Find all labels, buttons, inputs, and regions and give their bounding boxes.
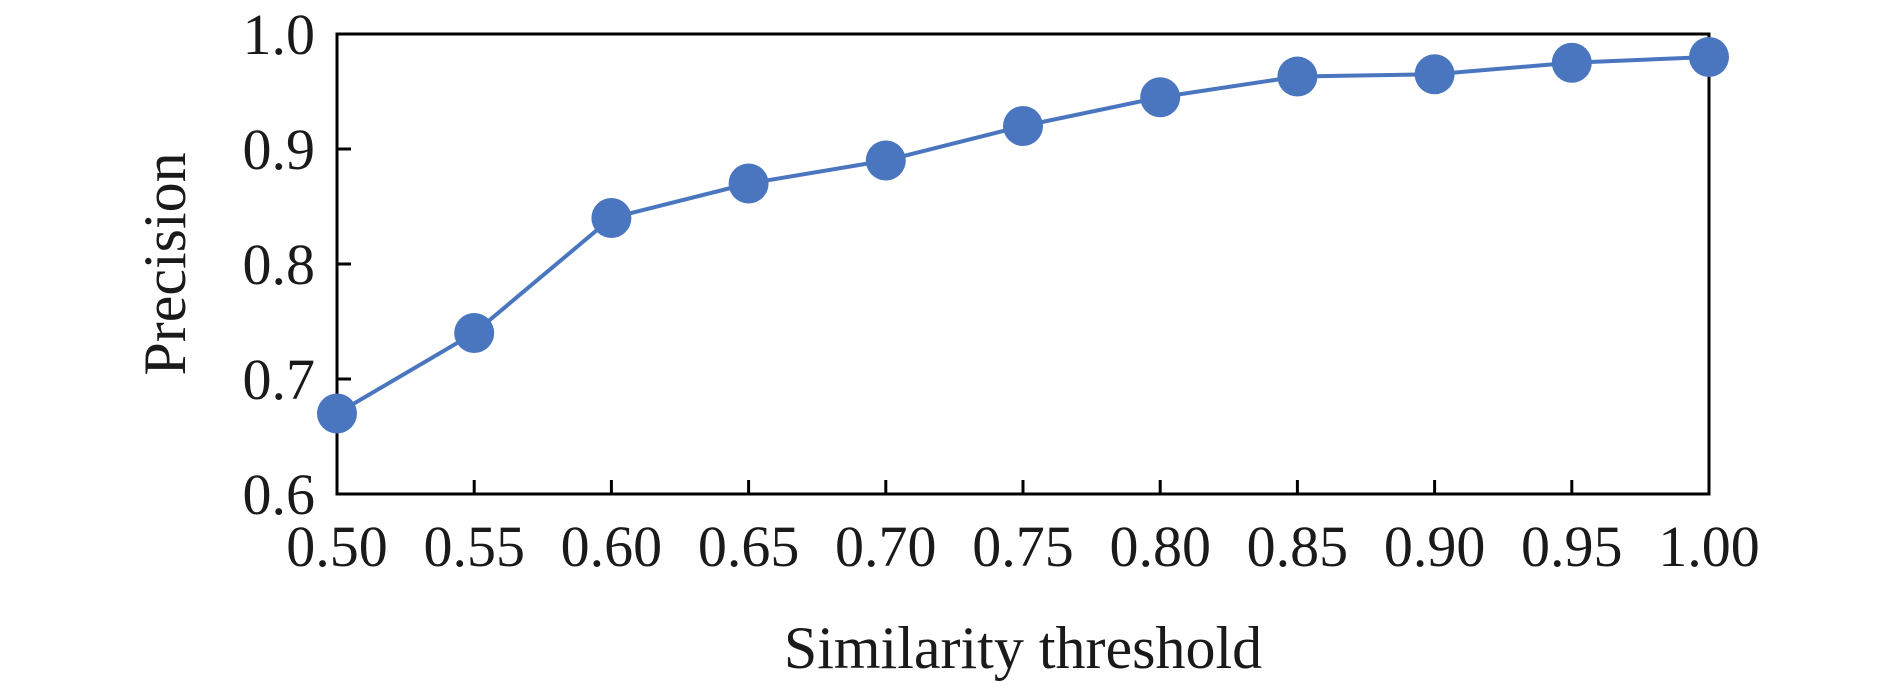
x-axis: 0.50 0.55 0.60 0.65 0.70 0.75 0.80 0.85 0.90 0.95… (286, 480, 1760, 579)
plot-area (335, 32, 1711, 496)
y-axis: 0.6 0.7 0.8 0.9 1.0 (243, 2, 351, 527)
y-axis-title: Precision (132, 152, 198, 375)
data-point (591, 198, 632, 238)
data-point (1277, 56, 1318, 97)
x-tick-label: 0.65 (698, 514, 800, 579)
plot-frame (335, 32, 1711, 496)
x-tick-label: 1.00 (1658, 514, 1760, 579)
x-axis-title: Similarity threshold (784, 615, 1262, 681)
data-point (1414, 54, 1455, 95)
y-tick-label: 1.0 (243, 2, 316, 67)
data-point (728, 163, 769, 204)
data-point (1551, 42, 1592, 83)
x-tick-label: 0.50 (286, 514, 388, 579)
data-point (865, 140, 906, 181)
x-tick-label: 0.70 (835, 514, 937, 579)
data-point (1689, 37, 1729, 77)
x-tick-label: 0.80 (1109, 514, 1211, 579)
data-point (1140, 77, 1181, 118)
data-point (454, 313, 495, 353)
y-tick-label: 0.8 (243, 232, 316, 297)
x-tick-label: 0.85 (1247, 514, 1349, 579)
x-tick-label: 0.60 (561, 514, 663, 579)
series-layer (317, 37, 1729, 434)
data-point (317, 393, 357, 434)
y-tick-label: 0.6 (243, 462, 316, 527)
x-tick-label: 0.75 (972, 514, 1074, 579)
x-tick-label: 0.95 (1521, 514, 1623, 579)
x-tick-label: 0.90 (1384, 514, 1486, 579)
y-tick-label: 0.7 (243, 347, 316, 412)
x-tick-label: 0.55 (423, 514, 525, 579)
data-point (1003, 106, 1043, 146)
y-tick-label: 0.9 (243, 117, 316, 182)
